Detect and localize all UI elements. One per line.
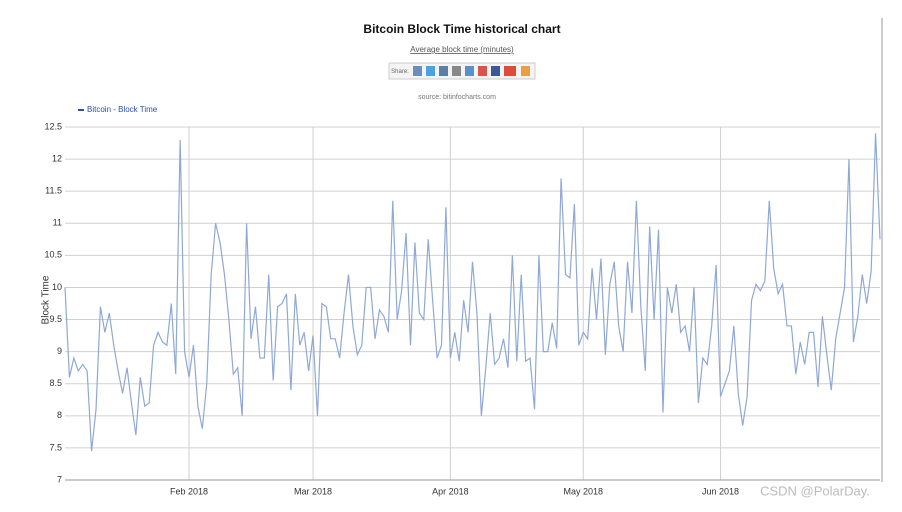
x-tick-label: Jun 2018 — [702, 486, 739, 496]
share-icon[interactable] — [439, 66, 448, 76]
y-tick-label: 10 — [52, 282, 62, 292]
y-tick-label: 12.5 — [44, 121, 62, 131]
share-icon[interactable] — [504, 66, 516, 76]
share-icon[interactable] — [465, 66, 474, 76]
share-icon[interactable] — [452, 66, 461, 76]
y-tick-label: 9 — [57, 346, 62, 356]
y-axis-label: Block Time — [41, 275, 52, 324]
y-tick-label: 7 — [57, 474, 62, 484]
x-tick-label: Feb 2018 — [170, 486, 208, 496]
chart-title: Bitcoin Block Time historical chart — [363, 22, 560, 36]
share-bar: Share: — [388, 62, 536, 80]
series-line — [64, 133, 881, 452]
watermark: CSDN @PolarDay. — [760, 483, 870, 498]
y-tick-label: 7.5 — [49, 442, 62, 452]
share-icon[interactable] — [426, 66, 435, 76]
share-label: Share: — [391, 69, 409, 75]
x-tick-label: Apr 2018 — [432, 486, 469, 496]
y-tick-label: 9.5 — [49, 314, 62, 324]
y-tick-label: 12 — [52, 153, 62, 163]
y-tick-label: 8 — [57, 410, 62, 420]
source: source: bitinfocharts.com — [418, 94, 496, 101]
x-tick-label: May 2018 — [563, 486, 603, 496]
share-icon[interactable] — [521, 66, 530, 76]
y-tick-label: 11 — [53, 218, 62, 228]
legend-label: Bitcoin - Block Time — [87, 105, 158, 114]
y-tick-label: 10.5 — [44, 250, 62, 260]
share-icon[interactable] — [478, 66, 487, 76]
share-icon[interactable] — [413, 66, 422, 76]
y-tick-label: 11.5 — [45, 186, 62, 196]
x-tick-label: Mar 2018 — [294, 486, 332, 496]
share-icon[interactable] — [491, 66, 500, 76]
chart-subtitle: Average block time (minutes) — [410, 45, 514, 54]
y-tick-label: 8.5 — [49, 378, 62, 388]
